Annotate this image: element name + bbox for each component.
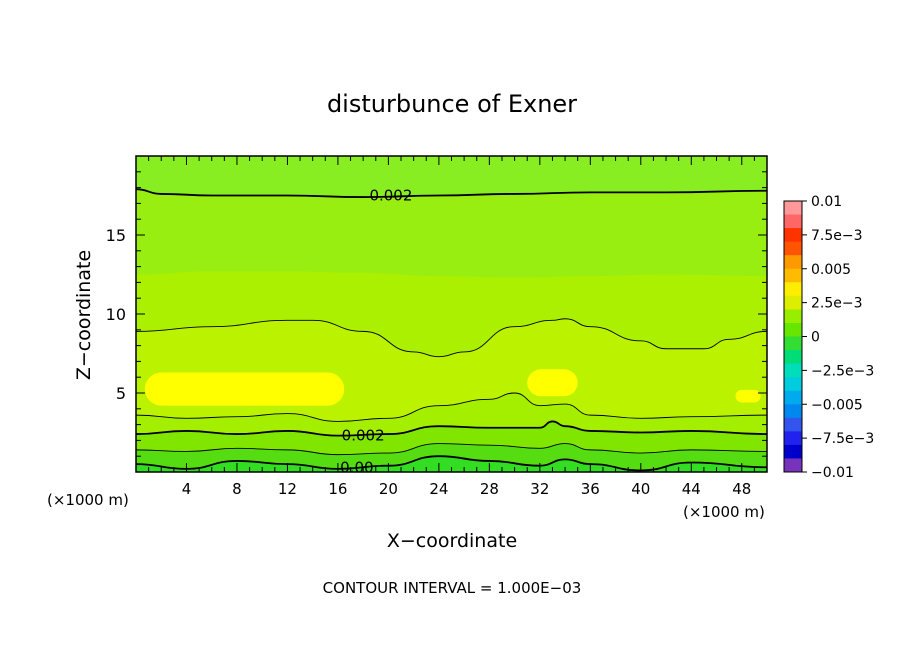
contour-label: 0.002 — [369, 187, 412, 205]
colorbar-label: 0.005 — [811, 262, 851, 278]
y-tick-label: 5 — [116, 384, 126, 403]
colorbar-swatch — [784, 390, 802, 405]
colorbar-label: −7.5e−3 — [811, 431, 874, 447]
yellow-patch — [735, 389, 761, 403]
colorbar-swatch — [784, 268, 802, 283]
colorbar-swatch — [784, 228, 802, 243]
chart-title: disturbunce of Exner — [327, 90, 577, 118]
x-tick-label: 32 — [530, 480, 549, 498]
y-tick-label: 10 — [106, 305, 126, 324]
colorbar-label: 0 — [811, 330, 820, 346]
colorbar-label: −0.005 — [811, 397, 863, 413]
contour-line — [136, 392, 767, 422]
contour-label: 0.00 — [340, 458, 373, 476]
colorbar-swatch — [784, 309, 802, 324]
colorbar-swatch — [784, 336, 802, 351]
colorbar-swatch — [784, 201, 802, 216]
colorbar-swatch — [784, 404, 802, 419]
band-bottom — [136, 456, 767, 472]
colorbar-swatch — [784, 431, 802, 446]
colorbar-swatch — [784, 241, 802, 256]
contour-line — [136, 188, 767, 198]
colorbar-swatch — [784, 363, 802, 378]
colorbar-label: 0.01 — [811, 194, 842, 210]
x-tick-label: 48 — [732, 480, 751, 498]
x-tick-label: 36 — [581, 480, 600, 498]
contour-interval-footer: CONTOUR INTERVAL = 1.000E−03 — [323, 579, 582, 597]
x-tick-label: 44 — [682, 480, 701, 498]
colorbar-label: −0.01 — [811, 465, 854, 481]
x-tick-label: 8 — [232, 480, 242, 498]
colorbar-swatch — [784, 350, 802, 365]
contour-line — [136, 420, 767, 437]
colorbar-label: 2.5e−3 — [811, 296, 863, 312]
colorbar-label: 7.5e−3 — [811, 228, 863, 244]
colorbar-swatch — [784, 322, 802, 337]
x-tick-label: 40 — [631, 480, 650, 498]
x-unit-left: (×1000 m) — [47, 491, 129, 509]
colorbar-label: −2.5e−3 — [811, 363, 874, 379]
yellow-patch — [527, 369, 578, 397]
yellow-patch — [144, 372, 345, 406]
colorbar-swatch — [784, 458, 802, 473]
x-tick-label: 12 — [278, 480, 297, 498]
contour-line — [136, 318, 767, 358]
x-axis-label: X−coordinate — [387, 530, 517, 552]
contour-line — [136, 443, 767, 456]
colorbar-swatch — [784, 282, 802, 297]
x-tick-label: 20 — [379, 480, 398, 498]
x-unit-right: (×1000 m) — [683, 503, 765, 521]
colorbar-swatch — [784, 444, 802, 459]
colorbar-swatch — [784, 214, 802, 229]
contour-label: 0.002 — [342, 427, 385, 445]
x-tick-label: 16 — [328, 480, 347, 498]
x-tick-label: 4 — [182, 480, 192, 498]
colorbar-swatch — [784, 417, 802, 432]
x-tick-label: 28 — [480, 480, 499, 498]
y-axis-label: Z−coordinate — [73, 250, 95, 380]
colorbar-swatch — [784, 295, 802, 310]
colorbar-swatch — [784, 377, 802, 392]
x-tick-label: 24 — [429, 480, 448, 498]
colorbar: 0.01 7.5e−3 0.005 2.5e−3 0 −2.5e−3 −0.005 −7.5e… — [783, 194, 874, 481]
colorbar-swatch — [784, 255, 802, 270]
y-tick-label: 15 — [106, 226, 126, 245]
